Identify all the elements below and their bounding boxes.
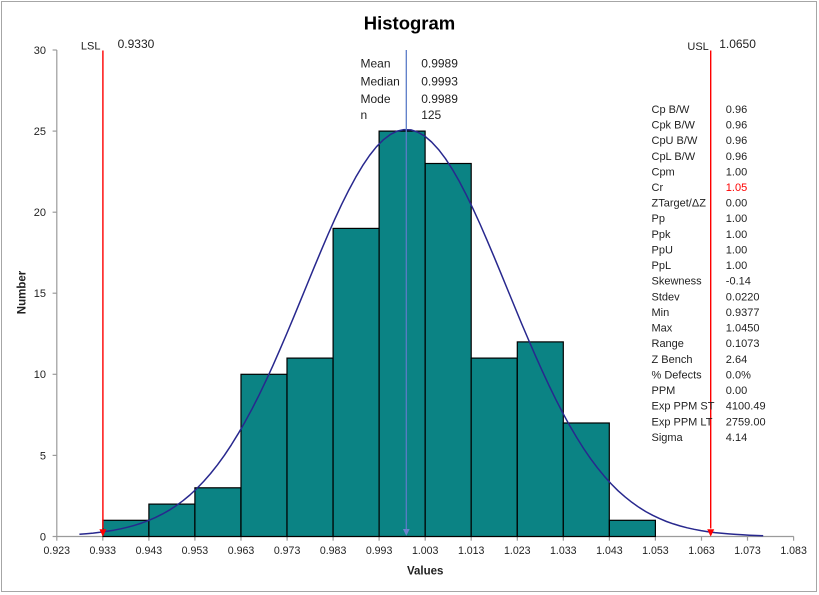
svg-text:Ppk: Ppk: [652, 229, 671, 241]
svg-text:0.953: 0.953: [182, 545, 209, 557]
svg-text:Mean: Mean: [361, 57, 391, 71]
svg-text:1.00: 1.00: [726, 229, 747, 241]
svg-text:Mode: Mode: [361, 92, 391, 106]
svg-text:0.983: 0.983: [320, 545, 347, 557]
svg-text:10: 10: [34, 369, 46, 381]
svg-text:1.033: 1.033: [550, 545, 577, 557]
svg-text:0.943: 0.943: [136, 545, 163, 557]
svg-text:1.053: 1.053: [642, 545, 669, 557]
svg-text:1.073: 1.073: [734, 545, 761, 557]
svg-text:Z Bench: Z Bench: [652, 354, 693, 366]
svg-text:0.9330: 0.9330: [118, 37, 155, 51]
svg-text:Pp: Pp: [652, 213, 665, 225]
svg-text:0.96: 0.96: [726, 120, 747, 132]
svg-text:Exp PPM LT: Exp PPM LT: [652, 416, 713, 428]
svg-text:1.00: 1.00: [726, 213, 747, 225]
svg-text:0.1073: 0.1073: [726, 338, 760, 350]
svg-text:Cpk B/W: Cpk B/W: [652, 120, 696, 132]
svg-text:5: 5: [40, 450, 46, 462]
svg-text:1.023: 1.023: [504, 545, 531, 557]
svg-text:Cp B/W: Cp B/W: [652, 104, 691, 116]
svg-text:Values: Values: [407, 566, 443, 578]
svg-text:1.00: 1.00: [726, 245, 747, 257]
svg-text:4.14: 4.14: [726, 432, 747, 444]
svg-text:0.00: 0.00: [726, 385, 747, 397]
svg-text:0: 0: [40, 531, 46, 543]
svg-text:PpL: PpL: [652, 260, 672, 272]
svg-text:PPM: PPM: [652, 385, 676, 397]
svg-text:0.933: 0.933: [90, 545, 117, 557]
svg-text:0.0220: 0.0220: [726, 291, 760, 303]
svg-text:0.96: 0.96: [726, 151, 747, 163]
svg-text:n: n: [361, 108, 368, 122]
svg-text:0.0%: 0.0%: [726, 369, 751, 381]
svg-text:Cr: Cr: [652, 182, 664, 194]
svg-text:PpU: PpU: [652, 245, 673, 257]
svg-text:2.64: 2.64: [726, 354, 747, 366]
svg-text:0.96: 0.96: [726, 135, 747, 147]
svg-text:Min: Min: [652, 307, 670, 319]
svg-text:2759.00: 2759.00: [726, 416, 766, 428]
svg-text:0.96: 0.96: [726, 104, 747, 116]
svg-text:-0.14: -0.14: [726, 276, 751, 288]
svg-text:ZTarget/ΔZ: ZTarget/ΔZ: [652, 198, 707, 210]
svg-text:CpL B/W: CpL B/W: [652, 151, 696, 163]
svg-text:Histogram: Histogram: [364, 13, 456, 34]
svg-text:Skewness: Skewness: [652, 276, 703, 288]
svg-text:USL: USL: [687, 41, 708, 53]
svg-text:Range: Range: [652, 338, 684, 350]
svg-text:25: 25: [34, 126, 46, 138]
svg-text:Max: Max: [652, 323, 673, 335]
svg-text:1.043: 1.043: [596, 545, 623, 557]
svg-text:1.00: 1.00: [726, 260, 747, 272]
svg-text:Exp PPM ST: Exp PPM ST: [652, 401, 715, 413]
svg-text:30: 30: [34, 45, 46, 57]
svg-text:1.003: 1.003: [412, 545, 439, 557]
svg-text:1.063: 1.063: [688, 545, 715, 557]
svg-text:Stdev: Stdev: [652, 291, 681, 303]
svg-text:1.0650: 1.0650: [719, 37, 756, 51]
svg-text:1.05: 1.05: [726, 182, 747, 194]
svg-text:CpU B/W: CpU B/W: [652, 135, 698, 147]
svg-text:0.963: 0.963: [228, 545, 255, 557]
svg-text:0.993: 0.993: [366, 545, 393, 557]
svg-text:0.9377: 0.9377: [726, 307, 760, 319]
svg-text:Sigma: Sigma: [652, 432, 684, 444]
svg-text:20: 20: [34, 207, 46, 219]
svg-text:0.9989: 0.9989: [421, 92, 458, 106]
svg-text:1.013: 1.013: [458, 545, 485, 557]
svg-text:15: 15: [34, 288, 46, 300]
svg-text:0.00: 0.00: [726, 198, 747, 210]
svg-text:1.00: 1.00: [726, 166, 747, 178]
svg-text:Median: Median: [361, 74, 400, 88]
svg-text:125: 125: [421, 108, 441, 122]
svg-text:0.973: 0.973: [274, 545, 301, 557]
svg-text:4100.49: 4100.49: [726, 401, 766, 413]
svg-text:% Defects: % Defects: [652, 369, 703, 381]
svg-text:0.9989: 0.9989: [421, 57, 458, 71]
svg-text:1.0450: 1.0450: [726, 323, 760, 335]
svg-text:Number: Number: [17, 270, 29, 314]
svg-text:0.9993: 0.9993: [421, 74, 458, 88]
svg-text:LSL: LSL: [81, 40, 101, 52]
svg-text:1.083: 1.083: [780, 545, 807, 557]
svg-text:0.923: 0.923: [44, 545, 71, 557]
svg-text:Cpm: Cpm: [652, 166, 675, 178]
